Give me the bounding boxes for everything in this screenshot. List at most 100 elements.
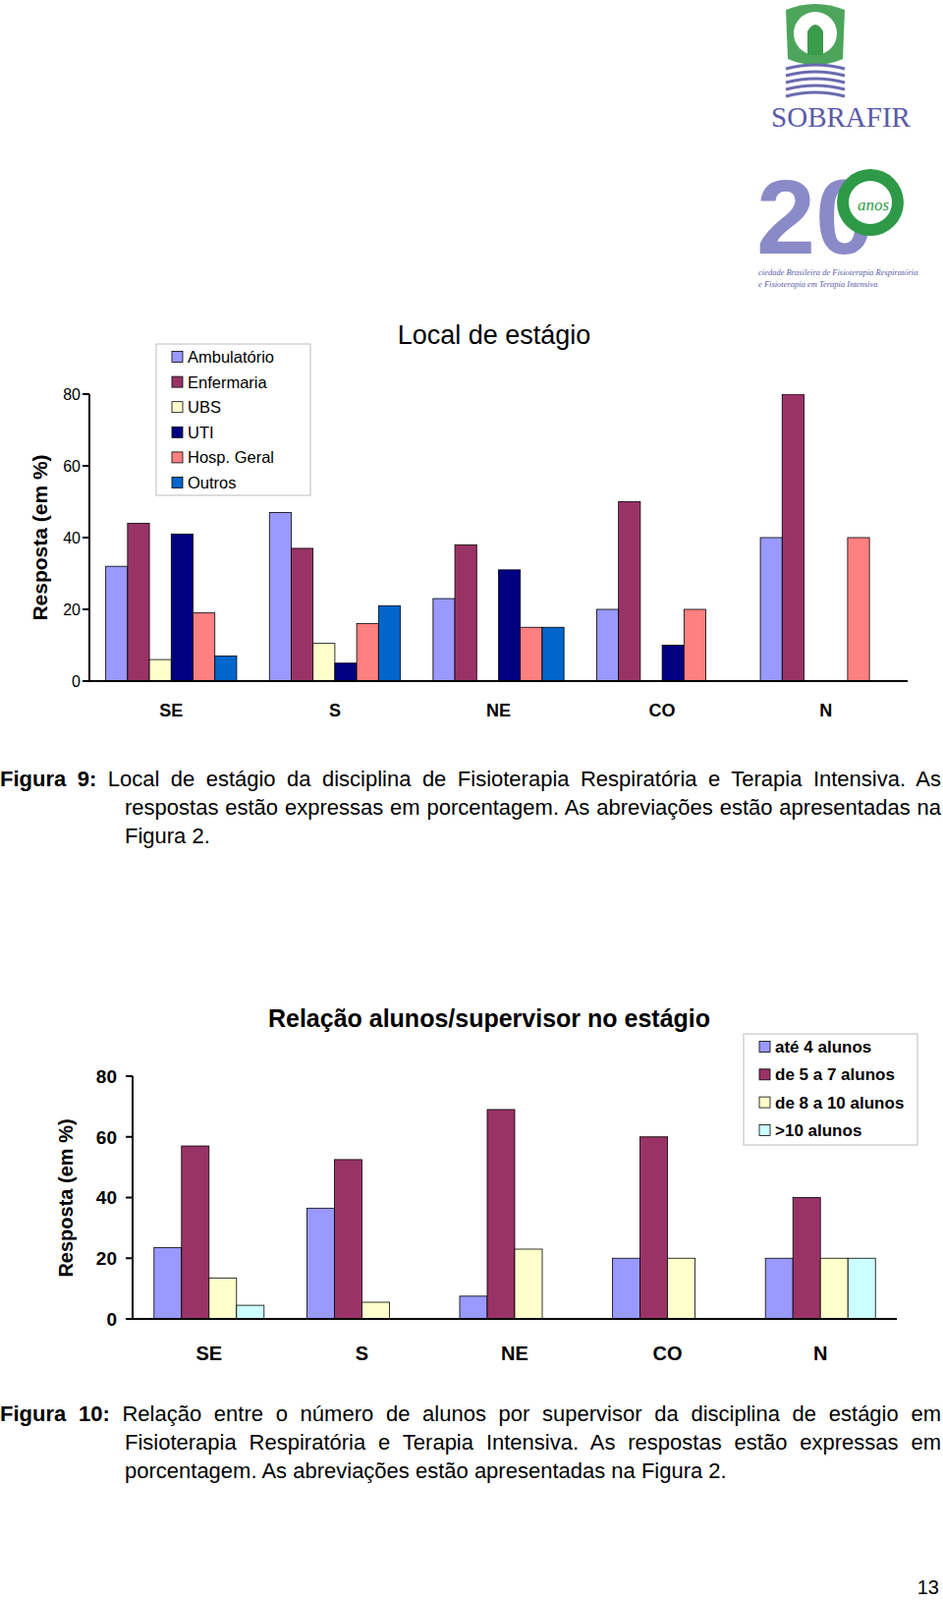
logo-emblem	[785, 3, 845, 65]
bar	[127, 522, 150, 681]
legend-swatch	[171, 376, 183, 388]
y-tick	[125, 1317, 133, 1320]
logo-wave	[785, 92, 845, 97]
y-tick-label: 0	[106, 1308, 117, 1330]
y-tick-label: 20	[62, 601, 81, 618]
bar	[760, 537, 782, 681]
bar	[596, 609, 618, 681]
legend-label: UBS	[187, 397, 222, 416]
x-tick-label: N	[819, 700, 833, 721]
bar	[781, 393, 804, 681]
y-tick-label: 20	[96, 1247, 117, 1269]
bar	[454, 544, 477, 681]
bar	[514, 1248, 543, 1319]
y-tick	[82, 392, 90, 395]
y-tick-label: 60	[96, 1126, 117, 1148]
chart-title: Relação alunos/supervisor no estágio	[268, 1003, 711, 1032]
legend-swatch	[759, 1123, 771, 1135]
legend-label: de 8 a 10 alunos	[775, 1093, 904, 1112]
bar	[181, 1145, 210, 1319]
legend: AmbulatórioEnfermariaUBSUTIHosp. GeralOu…	[156, 343, 311, 496]
chart: Relação alunos/supervisor no estágio Resp…	[55, 1003, 918, 1364]
bar	[290, 548, 313, 681]
y-tick-label: 80	[62, 386, 81, 403]
x-axis	[89, 679, 908, 682]
y-tick	[125, 1196, 133, 1199]
figure-caption: Figura 9: Local de estágio da disciplina…	[0, 764, 942, 850]
legend: até 4 alunos de 5 a 7 alunos de 8 a 10 alu…	[743, 1033, 918, 1145]
legend-label: de 5 a 7 alunos	[775, 1064, 895, 1084]
society-name: e Fisioterapia em Terapia Intensiva	[758, 278, 879, 289]
logo-word: anos	[857, 195, 890, 215]
x-tick-label: SE	[195, 1341, 222, 1364]
x-tick-label: CO	[649, 700, 676, 721]
bar	[306, 1207, 334, 1319]
caption-label: Figura 9:	[0, 766, 97, 791]
bar	[847, 1257, 876, 1319]
bar	[193, 612, 216, 681]
legend-swatch	[171, 351, 183, 363]
y-tick-label: 0	[71, 672, 81, 690]
bar	[487, 1109, 515, 1319]
x-tick-label: NE	[500, 1341, 529, 1364]
legend-label: Enfermaria	[187, 373, 269, 391]
chart: Local de estágioResposta (em %)020406080…	[28, 320, 908, 721]
y-tick-label: 60	[62, 457, 81, 475]
bar	[334, 663, 357, 681]
bar	[499, 569, 521, 681]
x-tick-label: S	[355, 1341, 369, 1364]
y-tick	[82, 679, 90, 682]
legend-label: UTI	[187, 423, 215, 442]
y-tick	[82, 464, 90, 467]
bar	[459, 1295, 488, 1319]
legend-label: >10 alunos	[775, 1120, 862, 1140]
bar	[847, 537, 870, 681]
bar	[612, 1257, 641, 1319]
bar	[313, 643, 335, 681]
legend-swatch	[171, 401, 183, 413]
bar	[269, 511, 291, 681]
logo-wave	[785, 71, 845, 76]
y-tick-label: 40	[96, 1186, 117, 1208]
bar	[667, 1257, 696, 1319]
x-tick-label: N	[813, 1341, 828, 1364]
figure-caption: Figura 10: Relação entre o número de alu…	[0, 1398, 942, 1485]
logo-ring	[836, 168, 904, 236]
y-tick	[82, 608, 90, 611]
bar	[618, 501, 641, 682]
bar	[378, 605, 400, 681]
caption-text: Local de estágio da disciplina de Fisiot…	[108, 766, 942, 848]
bar	[361, 1301, 389, 1319]
x-tick-label: SE	[159, 700, 183, 721]
logo: SOBRAFIR20anosciedade Brasileira de Fisi…	[756, 3, 918, 289]
axis-label: Resposta (em %)	[55, 1117, 77, 1276]
bar	[520, 626, 543, 681]
logo-name: SOBRAFIR	[771, 101, 911, 133]
legend-swatch	[171, 477, 183, 489]
x-tick-label: NE	[486, 700, 511, 721]
axis-label: Resposta (em %)	[28, 453, 52, 620]
bar	[209, 1276, 237, 1319]
legend-label: Outros	[187, 473, 237, 492]
y-tick	[125, 1074, 133, 1077]
caption-label: Figura 10:	[0, 1400, 111, 1426]
legend-box	[743, 1033, 918, 1145]
bar	[215, 655, 237, 681]
legend-label: até 4 alunos	[775, 1037, 872, 1056]
y-tick-label: 40	[62, 529, 81, 547]
logo-wave	[785, 78, 845, 83]
legend-label: Hosp. Geral	[187, 447, 275, 466]
caption-text: Relação entre o número de alunos por sup…	[121, 1400, 942, 1483]
bar	[149, 659, 171, 681]
logo-wave	[785, 85, 845, 90]
bar	[765, 1257, 793, 1319]
logo-wave	[785, 64, 845, 69]
bar	[333, 1159, 362, 1319]
bar	[433, 598, 455, 681]
bar	[640, 1136, 668, 1319]
legend-swatch	[759, 1041, 771, 1053]
y-tick-label: 80	[96, 1065, 117, 1087]
page-number: 13	[917, 1575, 940, 1598]
legend-swatch	[759, 1068, 771, 1080]
bar	[106, 565, 128, 681]
